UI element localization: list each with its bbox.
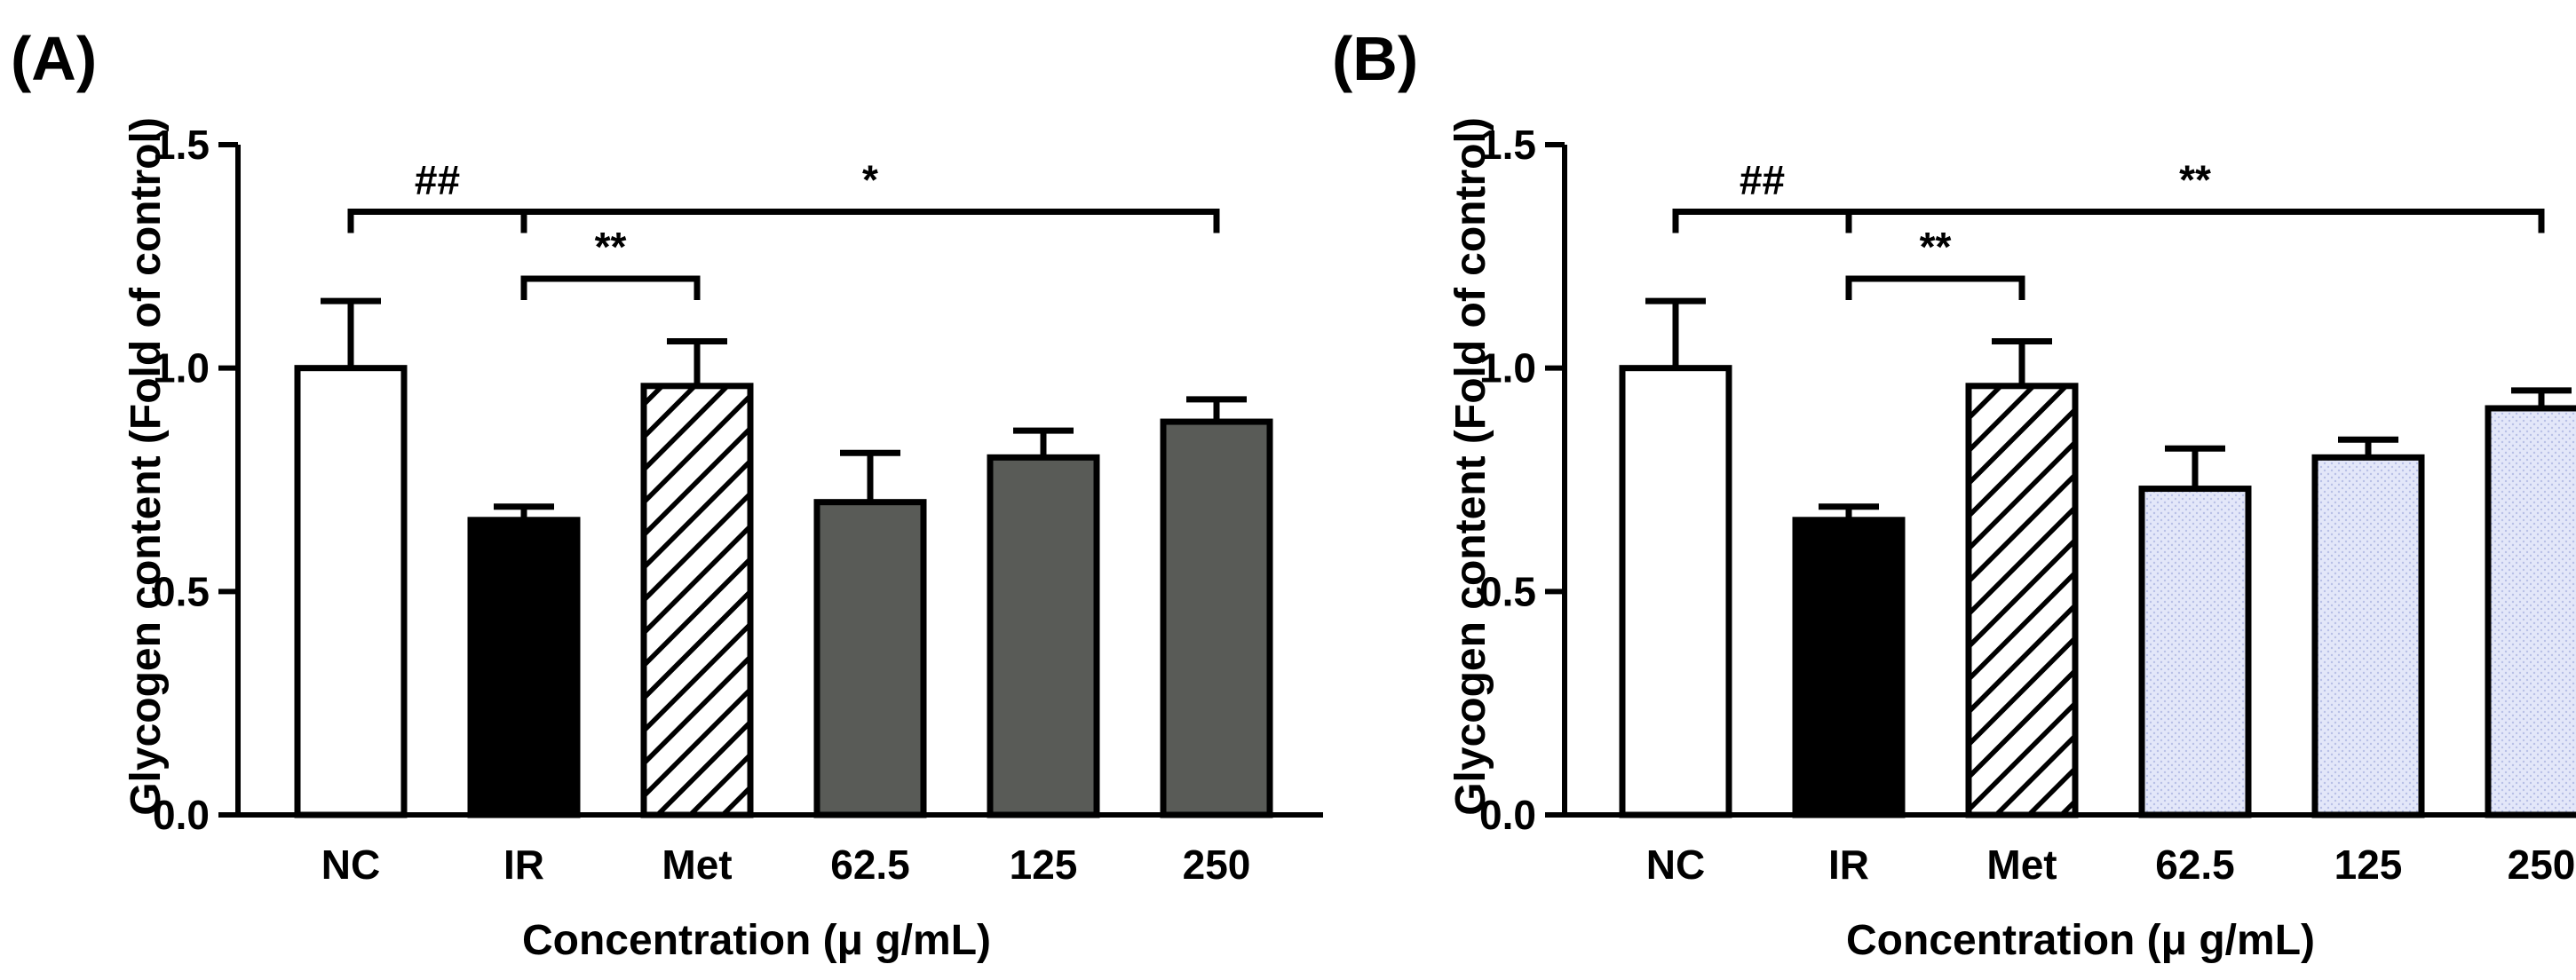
x-tick-label: 125 <box>1010 842 1078 888</box>
bar-125 <box>2311 454 2425 818</box>
bar-met <box>1965 383 2079 818</box>
bar-250 <box>2485 405 2576 818</box>
y-tick-label: 0.0 <box>1479 792 1536 838</box>
bar-ir <box>1792 517 1906 818</box>
y-tick-label: 1.0 <box>1479 345 1536 391</box>
x-tick-label: IR <box>1828 842 1869 888</box>
bar-nc <box>1619 365 1732 818</box>
x-tick-label: Met <box>662 842 732 888</box>
y-tick-label: 1.0 <box>153 345 210 391</box>
y-axis-title: Glycogen content (Fold of control) <box>123 117 170 816</box>
significance-bracket <box>1672 209 1852 233</box>
significance-label: ## <box>415 157 460 203</box>
y-tick-label: 0.5 <box>1479 568 1536 614</box>
y-tick-label: 1.5 <box>1479 122 1536 168</box>
significance-label: * <box>862 157 878 203</box>
panel-label: (A) <box>11 24 97 93</box>
x-tick-label: 62.5 <box>830 842 910 888</box>
x-tick-label: NC <box>321 842 380 888</box>
x-tick-label: Met <box>1986 842 2057 888</box>
y-tick-label: 0.5 <box>153 568 210 614</box>
x-tick-label: NC <box>1646 842 1705 888</box>
bar-62-5 <box>2138 486 2252 818</box>
x-axis-title: Concentration (μ g/mL) <box>522 917 991 964</box>
significance-label: ## <box>1740 157 1785 203</box>
x-tick-label: 250 <box>1183 842 1251 888</box>
bar-62-5 <box>813 499 927 818</box>
bar-250 <box>1160 418 1273 818</box>
bar-nc <box>294 365 408 818</box>
x-tick-label: 125 <box>2334 842 2403 888</box>
significance-bracket <box>520 275 701 300</box>
panel-label: (B) <box>1332 24 1418 93</box>
significance-label: ** <box>595 224 627 270</box>
significance-bracket <box>520 209 1220 233</box>
significance-bracket <box>1845 209 2545 233</box>
significance-label: ** <box>2179 157 2211 203</box>
bar-ir <box>467 517 581 818</box>
x-tick-label: 250 <box>2508 842 2576 888</box>
significance-bracket <box>347 209 527 233</box>
significance-label: ** <box>1920 224 1952 270</box>
y-axis-title: Glycogen content (Fold of control) <box>1447 117 1494 816</box>
bar-met <box>640 383 754 818</box>
significance-bracket <box>1845 275 2025 300</box>
y-tick-label: 1.5 <box>153 122 210 168</box>
y-tick-label: 0.0 <box>153 792 210 838</box>
bar-125 <box>987 454 1100 818</box>
x-tick-label: IR <box>503 842 544 888</box>
x-axis-title: Concentration (μ g/mL) <box>1846 917 2315 964</box>
x-tick-label: 62.5 <box>2155 842 2235 888</box>
